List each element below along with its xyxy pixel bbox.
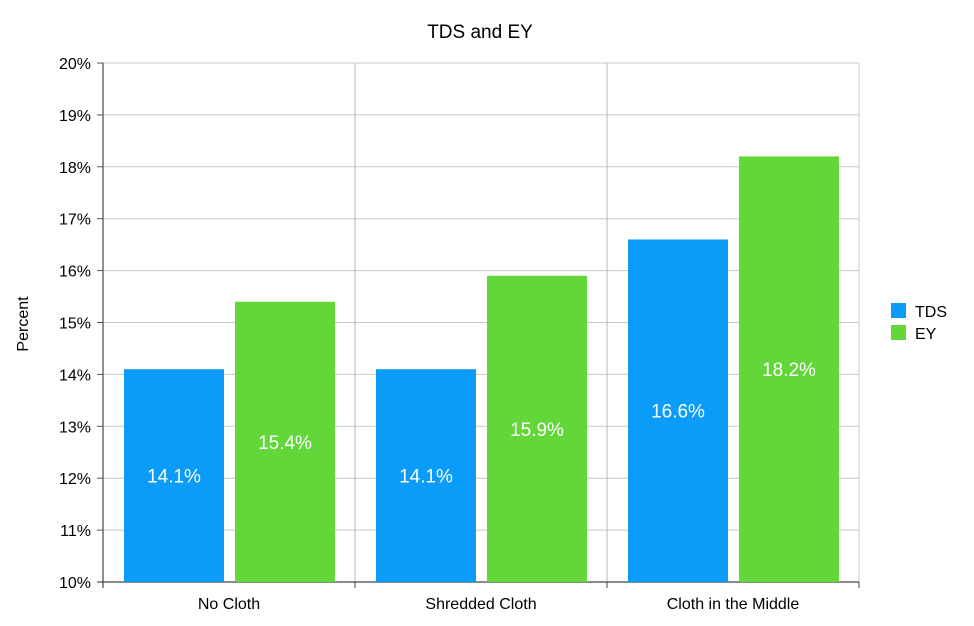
- chart-title: TDS and EY: [427, 22, 533, 43]
- y-tick-label: 19%: [59, 108, 91, 125]
- x-tick-label: Cloth in the Middle: [667, 596, 800, 613]
- bar-value-label: 14.1%: [147, 467, 201, 488]
- x-tick-label: No Cloth: [198, 596, 260, 613]
- y-tick-label: 20%: [59, 56, 91, 73]
- bar-value-label: 16.6%: [651, 402, 705, 423]
- x-axis-ticks: No Cloth Shredded Cloth Cloth in the Middl…: [198, 582, 860, 613]
- bar-value-label: 15.9%: [510, 420, 564, 441]
- y-tick-label: 17%: [59, 212, 91, 229]
- legend: TDS EY: [891, 303, 947, 343]
- gridlines: [97, 62, 860, 588]
- bar-ey: [235, 301, 335, 582]
- bar-ey: [739, 156, 839, 583]
- bar-value-label: 14.1%: [399, 467, 453, 488]
- x-tick-label: Shredded Cloth: [425, 596, 536, 613]
- bar-tds: [124, 369, 224, 582]
- y-tick-label: 16%: [59, 264, 91, 281]
- bar-value-label: 15.4%: [258, 433, 312, 454]
- bar-value-label: 18.2%: [762, 360, 816, 381]
- y-tick-label: 15%: [59, 316, 91, 333]
- y-tick-label: 11%: [60, 523, 91, 540]
- y-tick-label: 18%: [59, 160, 91, 177]
- legend-label: TDS: [915, 304, 947, 321]
- y-tick-label: 14%: [59, 367, 91, 384]
- bars: 14.1% 15.4% 14.1% 15.9% 16.6% 18.2%: [124, 156, 839, 583]
- y-tick-label: 13%: [59, 419, 91, 436]
- bar-ey: [487, 275, 587, 582]
- y-axis-ticks: 10% 11% 12% 13% 14% 15% 16% 17% 18% 19% 20%: [59, 56, 103, 592]
- legend-label: EY: [915, 326, 937, 343]
- y-axis-label: Percent: [15, 296, 32, 352]
- legend-swatch: [891, 303, 906, 318]
- y-tick-label: 10%: [59, 575, 91, 592]
- bar-tds: [376, 369, 476, 582]
- bar-tds: [628, 239, 728, 582]
- legend-swatch: [891, 325, 906, 340]
- y-tick-label: 12%: [59, 471, 91, 488]
